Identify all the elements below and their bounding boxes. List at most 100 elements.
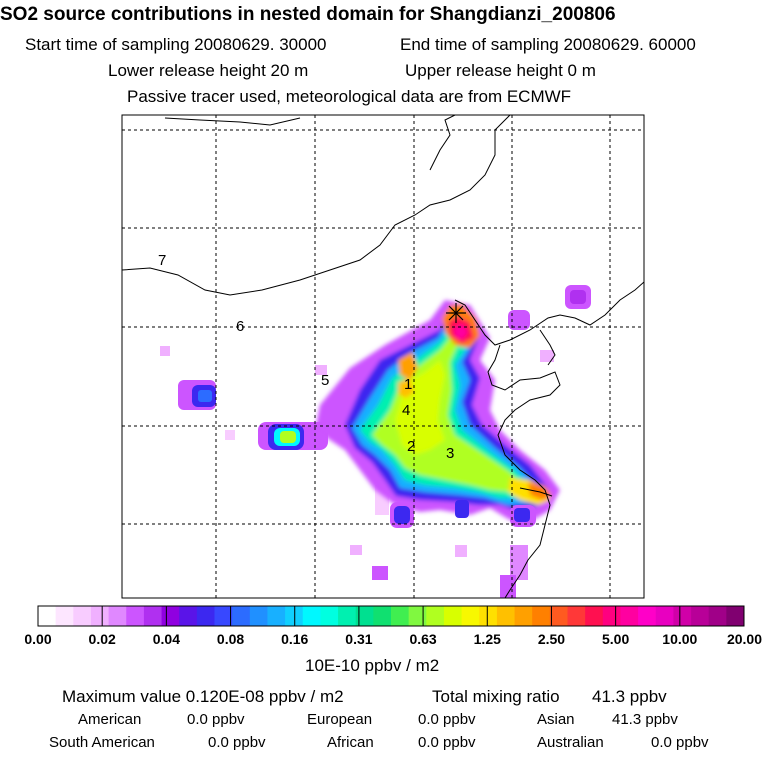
colorbar-cell: [90, 606, 109, 626]
colorbar-cell: [143, 606, 162, 626]
region-label: 7: [158, 252, 166, 269]
plume-cell: [500, 575, 516, 598]
colorbar-cell: [673, 606, 692, 626]
colorbar-cell: [496, 606, 515, 626]
colorbar-tick-label: 0.16: [281, 631, 308, 647]
australian-label: Australian: [537, 734, 604, 751]
colorbar-cell: [479, 606, 498, 626]
colorbar-cell: [38, 606, 57, 626]
border-line: [164, 117, 301, 126]
plume-layer: [395, 360, 445, 455]
coast-line: [454, 281, 644, 346]
colorbar-cell: [214, 606, 233, 626]
colorbar-tick-label: 0.04: [153, 631, 180, 647]
colorbar-tick-label: 20.00: [727, 631, 762, 647]
plume-cell: [570, 290, 586, 304]
colorbar-cell: [638, 606, 657, 626]
colorbar-tick-label: 1.25: [474, 631, 501, 647]
colorbar-cell: [179, 606, 198, 626]
asian-value: 41.3 ppbv: [612, 711, 678, 728]
colorbar-tick-labels: 0.00 0.02 0.04 0.08 0.16 0.31 0.63 1.25 2.50 5.00…: [24, 631, 762, 647]
colorbar-tick-label: 0.63: [409, 631, 436, 647]
region-label: 6: [236, 318, 244, 335]
region-label: 4: [402, 402, 410, 419]
colorbar-cell: [567, 606, 586, 626]
colorbar-tick-label: 0.31: [345, 631, 372, 647]
colorbar-tick-label: 0.08: [217, 631, 244, 647]
colorbar-cell: [461, 606, 480, 626]
colorbar-cell: [408, 606, 427, 626]
american-value: 0.0 ppbv: [187, 711, 245, 728]
colorbar-tick-label: 0.02: [89, 631, 116, 647]
region-label: 2: [407, 438, 415, 455]
plume-layer: [454, 324, 468, 340]
start-time-label: Start time of sampling 20080629. 30000: [25, 35, 327, 54]
colorbar-cell: [285, 606, 304, 626]
colorbar-cell: [355, 606, 374, 626]
plume-cell: [350, 545, 362, 555]
region-labels: 1 2 3 4 5 6 7: [158, 252, 454, 462]
colorbar-cell: [549, 606, 568, 626]
colorbar-cell: [391, 606, 410, 626]
colorbar-cell: [585, 606, 604, 626]
plume-cell: [225, 430, 235, 440]
colorbar-cell: [373, 606, 392, 626]
colorbar-cell: [196, 606, 215, 626]
tracer-info-label: Passive tracer used, meteorological data…: [127, 87, 572, 106]
plume-layer: [528, 482, 552, 500]
colorbar-cell: [320, 606, 339, 626]
colorbar-unit-label: 10E-10 ppbv / m2: [305, 656, 440, 675]
colorbar-cell: [267, 606, 286, 626]
colorbar-cell: [232, 606, 251, 626]
maximum-value-label: Maximum value 0.120E-08 ppbv / m2: [62, 687, 344, 706]
african-label: African: [327, 734, 374, 751]
border-line: [122, 115, 511, 296]
region-label: 5: [321, 372, 329, 389]
plume-cell: [160, 346, 170, 356]
colorbar-cell: [338, 606, 357, 626]
concentration-field: [122, 115, 644, 598]
plume-layer: [372, 335, 525, 492]
plume-layer: [398, 352, 418, 380]
lower-release-label: Lower release height 20 m: [108, 61, 309, 80]
australian-value: 0.0 ppbv: [651, 734, 709, 751]
plume-cell: [508, 310, 530, 330]
colorbar-cell: [249, 606, 268, 626]
colorbar: [37, 605, 745, 627]
total-mixing-label: Total mixing ratio: [432, 687, 560, 706]
colorbar-cell: [443, 606, 462, 626]
total-mixing-value: 41.3 ppbv: [592, 687, 667, 706]
colorbar-cell: [161, 606, 180, 626]
colorbar-cell: [532, 606, 551, 626]
south-american-label: South American: [49, 734, 155, 751]
colorbar-cell: [691, 606, 710, 626]
colorbar-cell: [73, 606, 92, 626]
plume-cell: [514, 508, 530, 522]
colorbar-tick-label: 10.00: [662, 631, 697, 647]
plume-cell: [315, 365, 327, 375]
colorbar-cell: [726, 606, 745, 626]
plume-cell: [280, 431, 296, 443]
plume-cell: [455, 545, 467, 557]
european-label: European: [307, 711, 373, 728]
plume-cell: [372, 566, 388, 580]
map-frame: [121, 114, 645, 599]
plume-cell: [455, 500, 469, 518]
grid-lines: [122, 115, 644, 598]
colorbar-cell: [655, 606, 674, 626]
colorbar-tick-label: 0.00: [24, 631, 51, 647]
end-time-label: End time of sampling 20080629. 60000: [400, 35, 696, 54]
colorbar-cell: [55, 606, 74, 626]
plume-layer: [398, 378, 414, 398]
region-label: 1: [404, 376, 412, 393]
south-american-value: 0.0 ppbv: [208, 734, 266, 751]
colorbar-cell: [126, 606, 145, 626]
river-line: [519, 487, 553, 497]
colorbar-cell: [108, 606, 127, 626]
plume-cell: [540, 350, 554, 362]
plume-cell: [394, 506, 410, 524]
coastlines: [122, 115, 644, 598]
colorbar-cell: [602, 606, 621, 626]
chart-title: SO2 source contributions in nested domai…: [0, 4, 616, 25]
colorbar-tick-label: 2.50: [538, 631, 565, 647]
